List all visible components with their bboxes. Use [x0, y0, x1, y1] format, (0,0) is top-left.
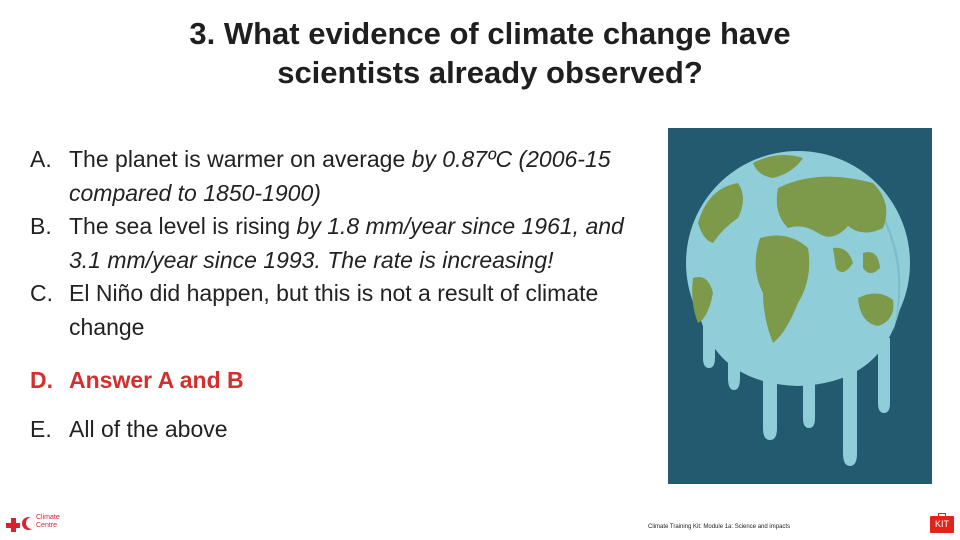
answer-text: El Niño did happen, but this is not a re… [69, 280, 599, 340]
answer-c: C. El Niño did happen, but this is not a… [30, 277, 630, 344]
answer-e: E. All of the above [30, 413, 630, 447]
slide-title-line-1: 3. What evidence of climate change have [189, 16, 791, 51]
footer-caption: Climate Training Kit: Module 1a: Science… [648, 524, 791, 530]
kit-badge-label: KIT [934, 519, 949, 529]
kit-badge-icon: KIT [930, 513, 954, 533]
logo-text-line-2: Centre [36, 522, 58, 529]
answer-d-correct: D. Answer A and B [30, 364, 630, 398]
answer-text: All of the above [69, 415, 228, 442]
red-cross-icon [6, 518, 20, 532]
slide-title: 3. What evidence of climate change have … [0, 14, 960, 92]
melting-globe-icon [668, 128, 932, 484]
answer-list: A. The planet is warmer on average by 0.… [30, 143, 630, 446]
logo-text-line-1: Climate [36, 514, 60, 521]
answer-b: B. The sea level is rising by 1.8 mm/yea… [30, 210, 630, 277]
answer-text: Answer A and B [69, 367, 244, 393]
slide-title-line-2: scientists already observed? [277, 55, 703, 90]
melting-globe-illustration [668, 128, 932, 484]
answer-letter: A. [30, 146, 52, 172]
logo-text: Climate Centre [36, 514, 60, 530]
red-crescent-icon [22, 517, 35, 530]
answer-letter: D. [30, 367, 53, 393]
answer-text: The planet is warmer on average [69, 146, 412, 172]
answer-text-italic: by 1.8 mm/year since 1961, and 3.1 mm/ye… [69, 213, 624, 273]
answer-letter: C. [30, 280, 53, 306]
answer-text-italic: by 0.87ºC (2006-15 compared to 1850-1900… [69, 146, 611, 206]
answer-letter: B. [30, 213, 52, 239]
answer-text: The sea level is rising [69, 213, 297, 239]
answer-a: A. The planet is warmer on average by 0.… [30, 143, 630, 210]
answer-letter: E. [30, 415, 52, 442]
